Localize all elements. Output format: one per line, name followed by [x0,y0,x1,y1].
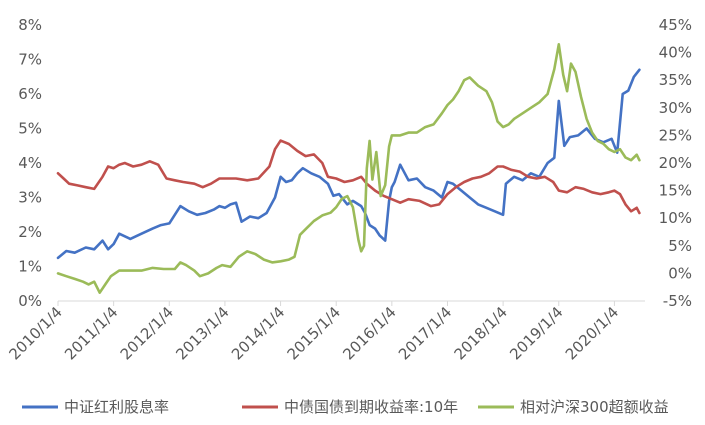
legend-label: 相对沪深300超额收益 [520,398,669,416]
y-right-tick-label: 40% [659,44,692,62]
y-left-tick-label: 2% [18,223,42,241]
y-left-tick-label: 1% [18,258,42,276]
x-tick-label: 2010/1/4 [5,303,65,363]
y-right-tick-label: 45% [659,16,692,34]
y-right-axis: -5% 0% 5% 10% 15% 20% 25% 30% 35% 40% 45% [659,16,692,310]
y-right-tick-label: 5% [668,237,692,255]
x-tick-label: 2019/1/4 [506,303,566,363]
legend: 中证红利股息率 中债国债到期收益率:10年 相对沪深300超额收益 [22,398,669,416]
y-left-tick-label: 6% [18,85,42,103]
y-left-tick-label: 8% [18,16,42,34]
y-right-tick-label: 15% [659,182,692,200]
y-right-tick-label: 10% [659,209,692,227]
y-left-tick-label: 3% [18,189,42,207]
x-tick-label: 2017/1/4 [395,303,455,363]
legend-label: 中证红利股息率 [64,398,169,416]
x-tick-label: 2011/1/4 [61,303,121,363]
y-left-axis: 0% 1% 2% 3% 4% 5% 6% 7% 8% [18,16,42,310]
y-right-tick-label: 35% [659,71,692,89]
x-tick-label: 2016/1/4 [339,303,399,363]
y-right-tick-label: 0% [668,264,692,282]
series-line-2 [56,139,641,215]
series-lines [56,43,641,294]
x-tick-label: 2013/1/4 [172,303,232,363]
x-tick-label: 2020/1/4 [562,303,622,363]
series-line-1 [56,68,641,260]
y-left-tick-label: 4% [18,154,42,172]
y-left-tick-label: 5% [18,120,42,138]
x-tick-label: 2012/1/4 [117,303,177,363]
series-line-3 [56,43,641,294]
y-right-tick-label: 25% [659,126,692,144]
legend-label: 中债国债到期收益率:10年 [284,398,458,416]
x-tick-label: 2018/1/4 [451,303,511,363]
y-right-tick-label: 20% [659,154,692,172]
x-tick-label: 2014/1/4 [228,303,288,363]
x-tick-label: 2015/1/4 [284,303,344,363]
y-left-tick-label: 7% [18,51,42,69]
x-axis: 2010/1/42011/1/42012/1/42013/1/42014/1/4… [5,301,622,363]
y-right-tick-label: 30% [659,99,692,117]
y-right-tick-label: -5% [663,292,692,310]
y-left-tick-label: 0% [18,292,42,310]
